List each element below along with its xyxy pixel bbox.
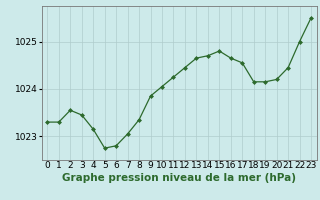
- X-axis label: Graphe pression niveau de la mer (hPa): Graphe pression niveau de la mer (hPa): [62, 173, 296, 183]
